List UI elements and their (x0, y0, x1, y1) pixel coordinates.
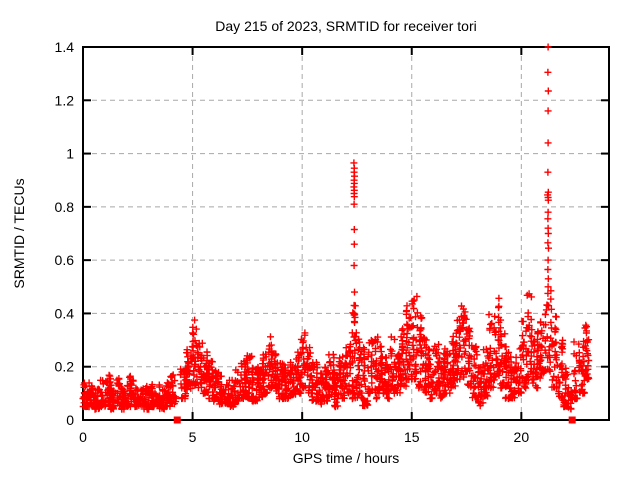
x-tick-label: 15 (404, 429, 420, 445)
x-tick-label: 20 (514, 429, 530, 445)
x-tick-label: 0 (79, 429, 87, 445)
y-tick-label: 0.8 (55, 199, 75, 215)
y-tick-label: 0 (66, 412, 74, 428)
y-tick-label: 1.4 (55, 39, 75, 55)
gap-markers (173, 416, 576, 424)
plot-border-rect (82, 46, 610, 421)
y-tick-label: 1 (66, 146, 74, 162)
x-tick-label: 5 (189, 429, 197, 445)
y-tick-label: 1.2 (55, 92, 75, 108)
x-axis-label: GPS time / hours (293, 450, 400, 466)
gap-marker-square (568, 416, 576, 424)
plot-border (82, 46, 610, 421)
scatter-points (79, 43, 593, 413)
x-tick-label: 10 (294, 429, 310, 445)
y-tick-label: 0.2 (55, 359, 75, 375)
scatter-points-path (79, 43, 593, 413)
y-tick-label: 0.6 (55, 252, 75, 268)
gap-marker-square (173, 416, 181, 424)
y-tick-label: 0.4 (55, 305, 75, 321)
tick-labels: 0 5 10 15 20 0 0.2 0.4 0.6 0.8 1 1.2 1.4 (55, 39, 530, 445)
chart-title: Day 215 of 2023, SRMTID for receiver tor… (215, 18, 476, 34)
y-axis-label: SRMTID / TECUs (11, 178, 27, 288)
axis-ticks (82, 46, 609, 421)
